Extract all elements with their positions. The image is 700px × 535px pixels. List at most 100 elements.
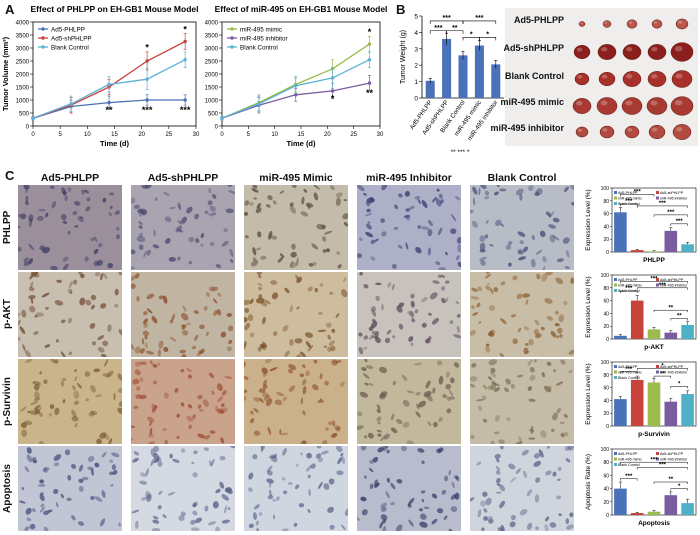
- cell-nucleus: [518, 436, 523, 443]
- cell-nucleus: [134, 346, 141, 354]
- cell-nucleus: [43, 379, 48, 384]
- cell-nucleus: [211, 286, 219, 292]
- cell-nucleus: [308, 263, 314, 267]
- cell-nucleus: [436, 508, 444, 514]
- cell-nucleus: [370, 256, 376, 261]
- cell-nucleus: [455, 196, 461, 201]
- tumor-specimen: [646, 97, 668, 115]
- cell-nucleus: [22, 344, 26, 351]
- cell-nucleus: [480, 500, 486, 507]
- cell-nucleus: [556, 495, 562, 500]
- cell-nucleus: [39, 506, 45, 513]
- cell-nucleus: [568, 446, 574, 451]
- cell-nucleus: [311, 243, 319, 250]
- cell-nucleus: [320, 450, 330, 455]
- cell-nucleus: [207, 200, 213, 206]
- apoptosis-rate-chart: 0 20 40 60 80 100 Apoptosis Rate (%) Apoptosis A…: [585, 447, 697, 527]
- legend-marker: [41, 27, 45, 31]
- cell-nucleus: [521, 293, 531, 298]
- cell-nucleus: [101, 451, 107, 458]
- cell-nucleus: [71, 515, 76, 521]
- cell-nucleus: [380, 502, 387, 508]
- cell-nucleus: [34, 408, 41, 415]
- tumor-highlight: [578, 128, 583, 132]
- cell-nucleus: [179, 349, 187, 354]
- cell-nucleus: [442, 394, 447, 399]
- tumor-highlight: [601, 47, 608, 52]
- cell-nucleus: [138, 213, 142, 217]
- cell-nucleus: [380, 218, 385, 223]
- cell-nucleus: [496, 185, 500, 188]
- y-tick-label: 40: [603, 487, 609, 493]
- significance-bracket: [446, 30, 464, 34]
- cell-nucleus: [290, 260, 294, 268]
- cell-nucleus: [73, 279, 78, 285]
- cell-nucleus: [33, 397, 41, 402]
- cell-nucleus: [79, 297, 86, 306]
- cell-nucleus: [449, 320, 454, 324]
- cell-nucleus: [472, 197, 476, 206]
- cell-nucleus: [293, 522, 298, 527]
- cell-nucleus: [195, 238, 200, 244]
- cell-nucleus: [305, 465, 313, 472]
- cell-nucleus: [300, 452, 303, 456]
- cell-nucleus: [570, 185, 574, 191]
- cell-nucleus: [193, 310, 199, 315]
- cell-nucleus: [19, 500, 26, 504]
- cell-nucleus: [42, 467, 47, 472]
- y-tick-label: 4000: [16, 21, 30, 27]
- cell-nucleus: [421, 200, 428, 208]
- cell-nucleus: [102, 373, 111, 377]
- cell-nucleus: [535, 526, 539, 531]
- cell-nucleus: [140, 208, 147, 215]
- cell-nucleus: [33, 331, 39, 336]
- cell-nucleus: [445, 384, 452, 390]
- cell-nucleus: [476, 302, 481, 308]
- data-point: [367, 42, 372, 46]
- significance-mark: *: [661, 364, 664, 370]
- cell-nucleus: [431, 493, 438, 499]
- cell-nucleus: [485, 272, 491, 274]
- cell-nucleus: [49, 404, 55, 410]
- data-point: [31, 116, 35, 120]
- cell-nucleus: [446, 396, 451, 402]
- legend-swatch: [614, 370, 617, 374]
- bar: [630, 250, 644, 252]
- phlpp-expression-chart: 0 20 40 60 80 100 Expression Level (%) PHLPP Ad5…: [585, 186, 697, 264]
- cell-nucleus: [244, 361, 246, 368]
- cell-nucleus: [391, 283, 395, 291]
- cell-nucleus: [111, 452, 120, 458]
- cell-nucleus: [417, 448, 425, 453]
- cell-nucleus: [496, 477, 501, 484]
- cell-nucleus: [549, 234, 556, 243]
- cell-nucleus: [25, 359, 33, 364]
- ihc-row-title: p-AKT: [2, 299, 13, 330]
- cell-nucleus: [273, 514, 276, 520]
- cell-nucleus: [482, 491, 488, 498]
- cell-nucleus: [144, 342, 148, 349]
- cell-nucleus: [229, 446, 235, 449]
- tissue-background: [244, 359, 348, 444]
- cell-nucleus: [49, 359, 55, 363]
- cell-nucleus: [256, 272, 263, 275]
- cell-nucleus: [109, 205, 113, 209]
- cell-nucleus: [432, 387, 436, 394]
- cell-nucleus: [478, 187, 481, 196]
- legend-swatch: [656, 196, 659, 200]
- cell-nucleus: [457, 244, 461, 253]
- cell-nucleus: [335, 197, 341, 207]
- cell-nucleus: [229, 248, 234, 257]
- cell-nucleus: [509, 521, 516, 528]
- cell-nucleus: [131, 197, 136, 204]
- cell-nucleus: [192, 510, 198, 516]
- cell-nucleus: [307, 344, 314, 352]
- significance-mark: *: [368, 27, 372, 37]
- tumor-highlight: [676, 127, 683, 132]
- cell-nucleus: [180, 369, 185, 373]
- legend-swatch: [614, 196, 617, 200]
- cell-nucleus: [181, 312, 189, 321]
- x-axis-label: Time (d): [100, 139, 130, 148]
- bar: [647, 329, 661, 339]
- tumor-specimen: [622, 71, 642, 87]
- cell-nucleus: [515, 468, 521, 474]
